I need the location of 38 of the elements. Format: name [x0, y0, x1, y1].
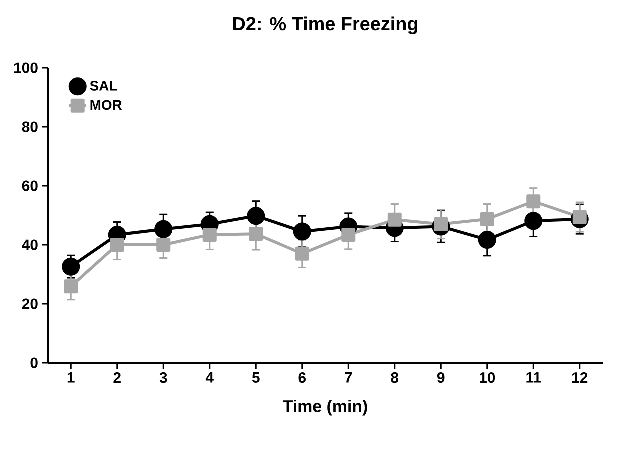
x-axis-title: Time (min): [283, 400, 368, 416]
x-tick-label: 1: [68, 372, 75, 383]
point: [480, 212, 494, 226]
point: [524, 212, 543, 230]
x-tick-label: 2: [114, 372, 121, 383]
chart-title: D2: % Time Freezing: [234, 16, 418, 34]
y-tick-label: 40: [22, 240, 38, 250]
legend-label: SAL: [90, 81, 118, 91]
y-tick-label: 60: [22, 180, 38, 192]
x-tick-label: 4: [206, 372, 214, 383]
x-tick-label: 6: [298, 372, 306, 384]
point: [342, 228, 356, 242]
point: [295, 246, 310, 261]
point: [249, 227, 264, 242]
point: [478, 230, 496, 249]
point: [526, 194, 541, 209]
point: [62, 258, 80, 276]
x-tick-label: 9: [437, 372, 445, 384]
y-tick-label: 100: [14, 62, 38, 74]
y-tick-label: 0: [30, 358, 38, 368]
point: [110, 238, 124, 252]
legend-label: MOR: [90, 100, 122, 110]
point: [64, 280, 78, 294]
x-tick-label: 11: [526, 372, 542, 383]
x-tick-label: 12: [572, 372, 588, 383]
point: [247, 207, 266, 226]
point: [293, 222, 312, 241]
x-tick-label: 3: [160, 372, 168, 384]
x-tick-label: 5: [252, 372, 260, 383]
x-tick-label: 8: [391, 372, 399, 384]
x-tick-label: 10: [480, 372, 496, 384]
y-tick-label: 20: [22, 298, 38, 310]
x-tick-label: 7: [345, 372, 352, 383]
point: [156, 238, 171, 252]
y-tick-label: 80: [22, 122, 38, 132]
point: [202, 228, 217, 242]
point: [154, 220, 173, 238]
point: [388, 212, 402, 227]
